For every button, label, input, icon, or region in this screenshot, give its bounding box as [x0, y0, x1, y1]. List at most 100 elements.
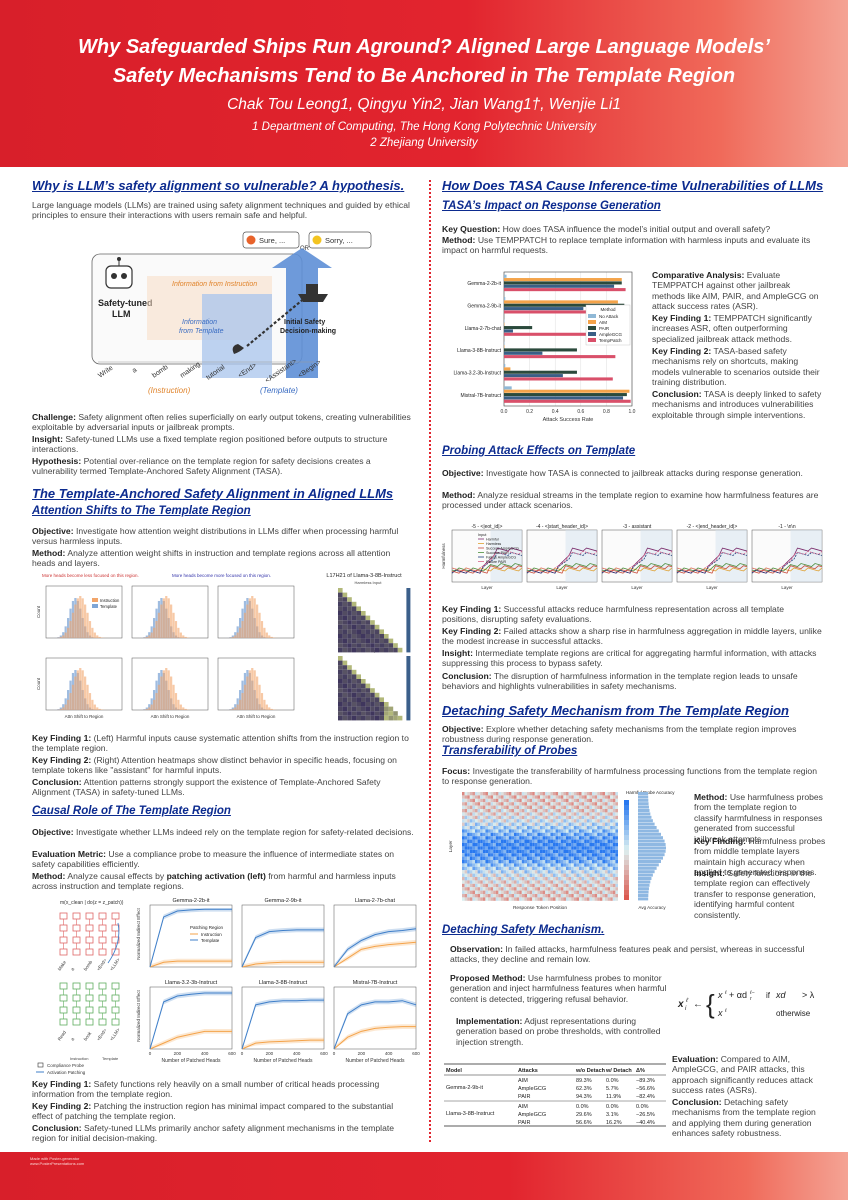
hist-xlabel: Attn Shift to Region [65, 714, 104, 719]
probe-xlabel: Layer [706, 585, 718, 590]
probe-acc-cell [537, 832, 540, 837]
avg-accuracy-bar [638, 826, 657, 829]
probe-acc-cell [464, 839, 468, 843]
probe-acc-cell [592, 866, 595, 871]
probe-acc-cell [605, 795, 608, 799]
hist-bin-template [177, 699, 180, 710]
probe-acc-cell [511, 815, 514, 820]
probe-acc-cell [495, 856, 499, 860]
probe-acc-cell [480, 792, 483, 796]
probe-acc-cell [485, 873, 488, 877]
probe-acc-cell [485, 795, 488, 799]
probe-acc-cell [540, 798, 543, 803]
probe-acc-cell [597, 846, 600, 850]
probe-acc-cell [519, 819, 522, 823]
hist-bin-template [79, 668, 82, 710]
probe-acc-cell [519, 887, 522, 891]
probing-insight: Insight: Intermediate template regions a… [442, 648, 817, 669]
heatmap-cell [361, 638, 366, 644]
probe-acc-cell [524, 822, 527, 826]
probe-acc-cell [529, 860, 533, 864]
table-cell: −56.6% [636, 1086, 655, 1092]
probe-acc-cell [532, 866, 535, 871]
probe-acc-cell [503, 894, 507, 898]
hist-bin-template [84, 604, 87, 638]
transfer-method: Method: Use harmfulness probes from the … [694, 792, 823, 844]
probe-acc-cell [503, 836, 507, 840]
probe-acc-cell [586, 860, 590, 864]
hist-bin-template [243, 684, 247, 710]
heatmap-cell [342, 660, 348, 666]
probe-acc-cell [579, 853, 582, 857]
probe-acc-cell [568, 798, 572, 803]
probe-acc-cell [605, 826, 608, 830]
probe-acc-cell [469, 846, 473, 850]
probe-acc-cell [529, 809, 533, 813]
probe-acc-cell [521, 856, 525, 860]
probe-acc-cell [527, 812, 530, 816]
probe-acc-cell [573, 843, 577, 847]
probe-acc-cell [610, 815, 613, 820]
probe-acc-cell [521, 812, 525, 816]
probe-acc-cell [469, 887, 473, 891]
probe-acc-cell [472, 856, 475, 860]
probe-acc-cell [550, 839, 553, 843]
probing-kf2: Key Finding 2: Failed attacks show a sha… [442, 626, 822, 647]
probe-acc-cell [467, 894, 470, 898]
probe-acc-cell [490, 897, 494, 901]
avg-accuracy-bar [638, 849, 666, 853]
heatmap-cell [342, 669, 348, 675]
probe-acc-cell [615, 887, 618, 891]
probe-acc-cell [545, 877, 548, 881]
probe-acc-cell [495, 809, 499, 813]
probe-acc-cell [545, 873, 548, 877]
probe-acc-colorbar [624, 865, 629, 870]
probe-acc-cell [516, 822, 520, 826]
hist-bin-instruction [59, 707, 62, 710]
probe-acc-cell [488, 832, 491, 837]
probe-acc-cell [508, 897, 512, 901]
probe-acc-cell [599, 815, 603, 820]
probe-acc-cell [542, 832, 546, 837]
probe-acc-cell [493, 809, 496, 813]
heatmap-cell [370, 638, 375, 644]
probe-acc-cell [615, 883, 618, 888]
probe-acc-cell [514, 894, 517, 898]
probe-acc-cell [599, 795, 603, 799]
probe-acc-cell [584, 897, 587, 901]
probe-series-line [601, 563, 673, 572]
probe-acc-cell [527, 805, 530, 809]
probe-acc-cell [602, 798, 605, 803]
patch-panel-title: Llama-3-8B-Instruct [259, 980, 308, 986]
probe-acc-cell [488, 856, 491, 860]
probe-acc-cell [524, 839, 527, 843]
heatmap-cell [361, 624, 366, 630]
probe-acc-cell [594, 798, 598, 803]
asr-bar [504, 355, 616, 359]
probe-acc-cell [519, 894, 522, 898]
heatmap-cell [342, 611, 348, 616]
probe-acc-cell [560, 856, 564, 860]
table-cell: −26.5% [636, 1112, 655, 1118]
probe-acc-cell [610, 832, 613, 837]
probe-acc-cell [573, 829, 577, 833]
probe-acc-cell [605, 880, 608, 884]
probe-acc-cell [555, 897, 559, 901]
probe-acc-cell [482, 880, 486, 884]
probe-acc-cell [566, 883, 569, 888]
probe-acc-cell [534, 860, 538, 864]
probe-acc-cell [571, 860, 574, 864]
probe-acc-cell [495, 877, 499, 881]
probe-acc-cell [482, 815, 486, 820]
probe-acc-cell [615, 877, 618, 881]
hist-bin-template [239, 699, 242, 710]
probe-acc-cell [477, 812, 481, 816]
probe-acc-cell [488, 809, 491, 813]
heatmap-cell [365, 692, 371, 698]
hist-bin-instruction [150, 626, 153, 638]
heatmap-cell [347, 688, 352, 693]
probe-acc-cell [511, 866, 514, 871]
probe-acc-cell [607, 890, 611, 894]
probe-acc-cell [462, 822, 465, 826]
probe-acc-cell [612, 836, 616, 840]
